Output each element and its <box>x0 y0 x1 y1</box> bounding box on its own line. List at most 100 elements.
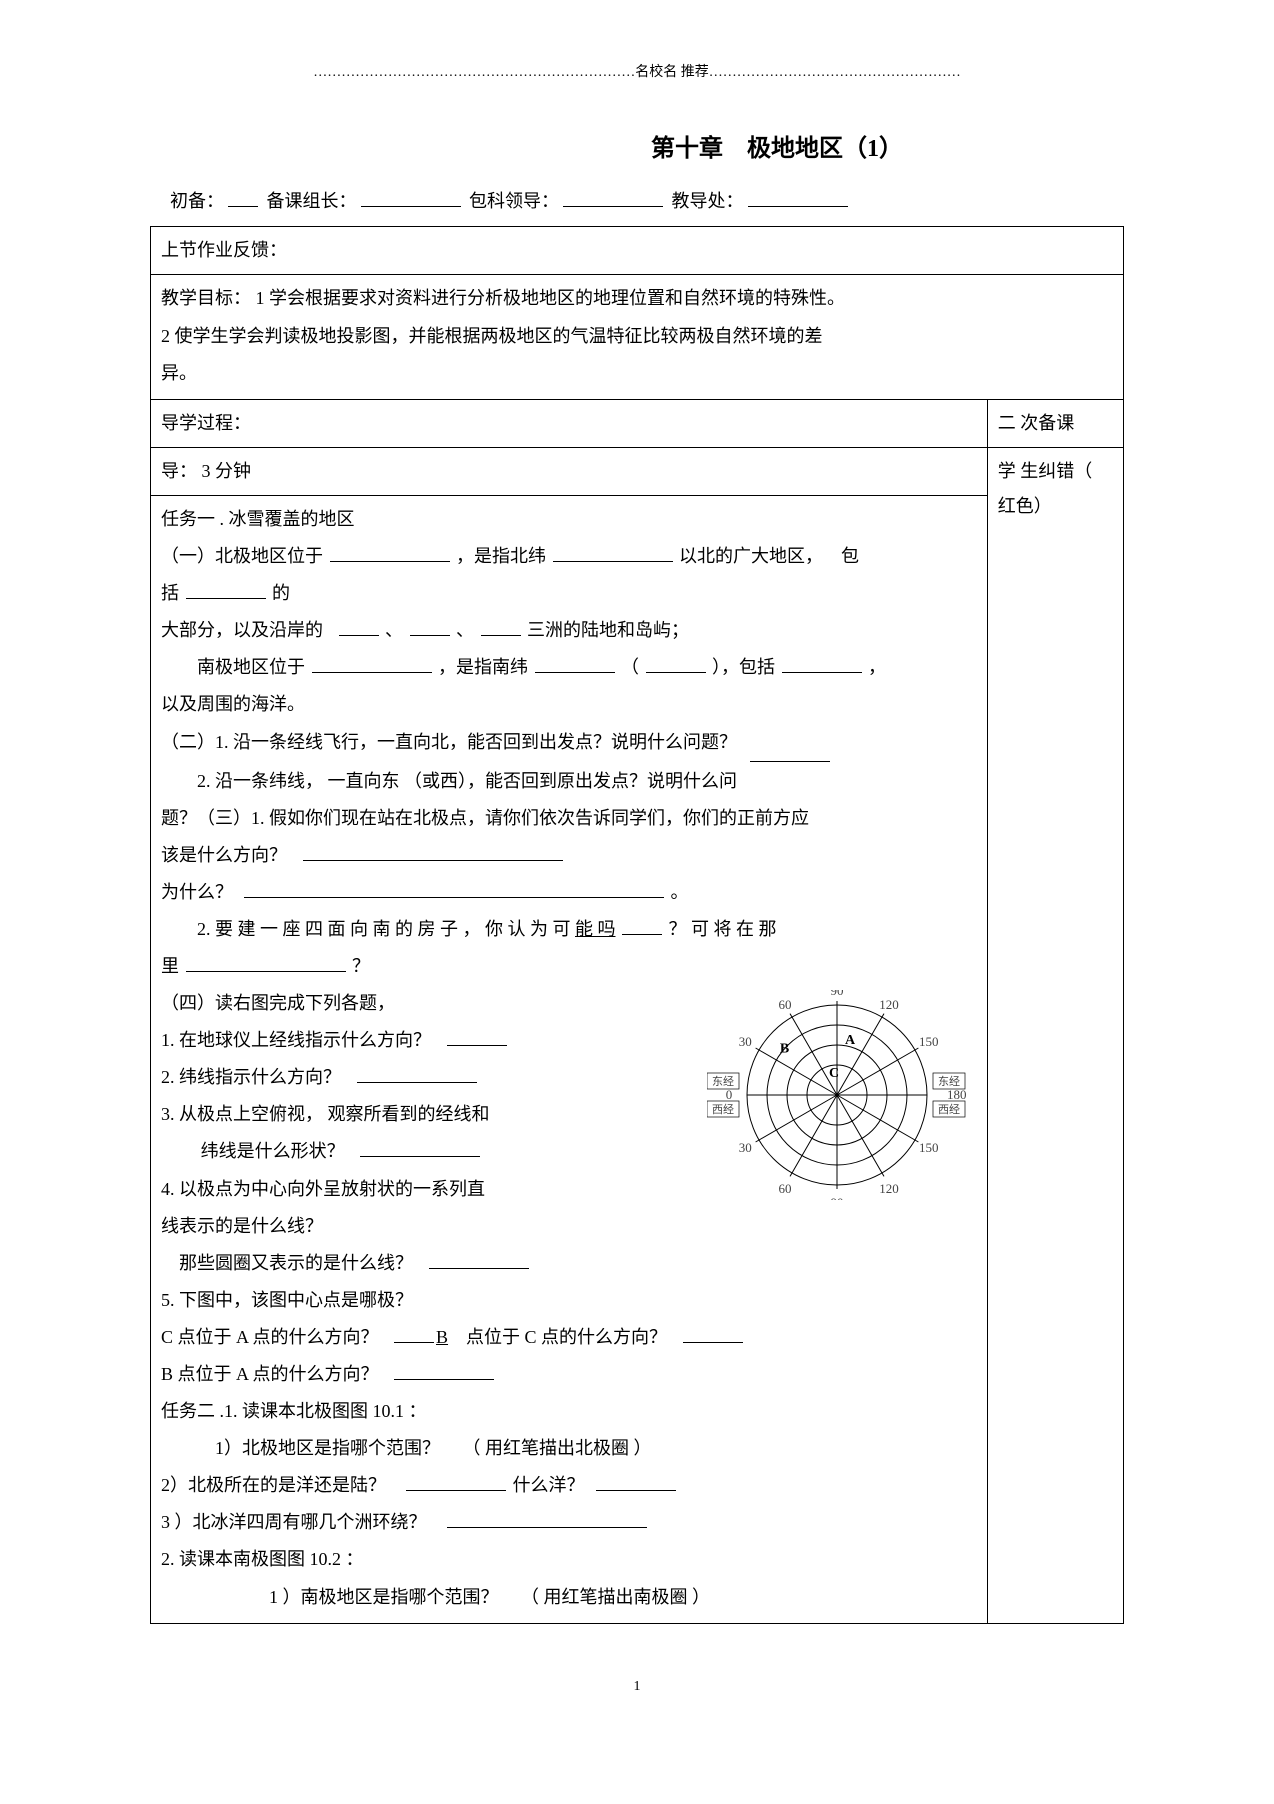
t1-l8a: 为什么？ <box>161 882 233 902</box>
side-col-text: 学 生纠错（ 红色） <box>998 461 1093 516</box>
t1-l7a: 该是什么方向？ <box>161 845 287 865</box>
svg-text:120: 120 <box>879 997 899 1012</box>
tr-q6b: B <box>436 1327 448 1347</box>
svg-text:90: 90 <box>830 990 843 998</box>
blank[interactable] <box>406 1490 506 1491</box>
blank[interactable] <box>596 1490 676 1491</box>
t1-l1d: 包 <box>841 546 859 566</box>
task1-title: 任务一 . 冰雪覆盖的地区 <box>161 502 977 537</box>
blank[interactable] <box>186 971 346 972</box>
svg-text:30: 30 <box>738 1034 751 1049</box>
t2-l2a: 2）北极所在的是洋还是陆？ <box>161 1475 386 1495</box>
t1-l2a: 大部分，以及沿岸的 <box>161 620 323 640</box>
t1-l3a: 南极地区位于 <box>197 657 305 677</box>
blank[interactable] <box>186 598 266 599</box>
feedback-row: 上节作业反馈： <box>151 227 1124 275</box>
tr-q5: 5. 下图中，该图中心点是哪极？ <box>161 1290 413 1310</box>
tr-q7: B 点位于 A 点的什么方向？ <box>161 1364 379 1384</box>
t1-l6a: 2. 沿一条纬线， 一直向东 （或西），能否回到原出发点？说明什么问 <box>197 771 737 791</box>
t1-l1b: ，是指北纬 <box>456 546 546 566</box>
t1-l1e: 括 <box>161 583 179 603</box>
t1-l9b: 能 吗 <box>575 919 616 939</box>
blank[interactable] <box>244 897 664 898</box>
t1-l3e: ， <box>868 657 886 677</box>
blank[interactable] <box>394 1379 494 1380</box>
t2-l5a: 1 ）南极地区是指哪个范围？ <box>269 1587 499 1607</box>
svg-text:西经: 西经 <box>938 1103 960 1116</box>
blank[interactable] <box>782 672 862 673</box>
tr-q6a: C 点位于 A 点的什么方向？ <box>161 1327 379 1347</box>
side-col-cell: 学 生纠错（ 红色） <box>987 447 1123 1623</box>
t2-l1b: （ 用红笔描出北极圈 ） <box>463 1438 652 1458</box>
objectives-row: 教学目标： 1 学会根据要求对资料进行分析极地地区的地理位置和自然环境的特殊性。… <box>151 275 1124 399</box>
t2-l1a: 1）北极地区是指哪个范围？ <box>215 1438 440 1458</box>
side-top-cell: 二 次备课 <box>987 399 1123 447</box>
t1-l6c: 题？（三）1. 假如你们现在站在北极点，请你们依次告诉同学们，你们的正前方应 <box>161 808 809 828</box>
header-dotted-line: ……………………………………………………………名校名 推荐……………………………… <box>150 60 1124 87</box>
blank[interactable] <box>481 635 521 636</box>
objective-1: 1 学会根据要求对资料进行分析极地地区的地理位置和自然环境的特殊性。 <box>256 288 846 308</box>
blank[interactable] <box>447 1045 507 1046</box>
prep-2: 备课组长： <box>267 191 357 211</box>
blank[interactable] <box>330 561 450 562</box>
t1-l2d: 三洲的陆地和岛屿； <box>527 620 689 640</box>
blank[interactable] <box>429 1268 529 1269</box>
feedback-label: 上节作业反馈： <box>161 240 287 260</box>
main-table: 上节作业反馈： 教学目标： 1 学会根据要求对资料进行分析极地地区的地理位置和自… <box>150 226 1124 1623</box>
blank[interactable] <box>303 860 563 861</box>
blank[interactable] <box>360 1156 480 1157</box>
blank[interactable] <box>750 761 830 762</box>
chapter-topic: 极地地区（1） <box>747 136 903 162</box>
side-top: 二 次备课 <box>998 413 1075 433</box>
polar-diagram: 6090120301500180东经西经东经西经301506090120ABC <box>707 990 967 1200</box>
objective-2a: 2 使学生学会判读极地投影图，并能根据两极地区的气温特征比较两极自然环境的差 <box>161 319 1113 354</box>
blank[interactable] <box>410 635 450 636</box>
t1-l3c: （ <box>621 657 639 677</box>
tr-q3b: 纬线是什么形状？ <box>201 1141 345 1161</box>
tr-q6c: 点位于 C 点的什么方向？ <box>466 1327 667 1347</box>
t1-l5: （二）1. 沿一条经线飞行，一直向北，能否回到出发点？说明什么问题？ <box>161 732 737 752</box>
prep-3: 包科领导： <box>469 191 559 211</box>
tr-q2: 2. 纬线指示什么方向？ <box>161 1067 341 1087</box>
svg-text:东经: 东经 <box>712 1075 734 1088</box>
blank[interactable] <box>312 672 432 673</box>
svg-text:120: 120 <box>879 1181 899 1196</box>
svg-text:西经: 西经 <box>712 1103 734 1116</box>
t1-l3d: ），包括 <box>712 657 775 677</box>
blank[interactable] <box>535 672 615 673</box>
t2-l5b: （ 用红笔描出南极圈 ） <box>521 1587 710 1607</box>
blank[interactable] <box>339 635 379 636</box>
prep-line: 初备： 备课组长： 包科领导： 教导处： <box>170 184 1124 218</box>
blank[interactable] <box>553 561 673 562</box>
guide-text: 导： 3 分钟 <box>161 461 251 481</box>
blank[interactable] <box>683 1342 743 1343</box>
blank[interactable] <box>394 1342 434 1343</box>
t1-l1f: 的 <box>272 583 290 603</box>
t1-l9c: ？ 可 将 在 那 <box>669 919 777 939</box>
blank[interactable] <box>646 672 706 673</box>
t1-l8b: 。 <box>671 882 689 902</box>
t2-l2b: 什么洋？ <box>513 1475 585 1495</box>
objective-2b: 异。 <box>161 356 1113 391</box>
tr-q4b: 线表示的是什么线？ <box>161 1216 323 1236</box>
svg-text:C: C <box>829 1066 839 1081</box>
svg-text:东经: 东经 <box>938 1075 960 1088</box>
t1-l3b: ，是指南纬 <box>438 657 528 677</box>
svg-text:B: B <box>780 1042 789 1057</box>
svg-text:150: 150 <box>919 1034 939 1049</box>
blank[interactable] <box>622 934 662 935</box>
t1-l2c: 、 <box>456 620 474 640</box>
prep-4: 教导处： <box>672 191 744 211</box>
guide-cell: 导： 3 分钟 <box>151 447 988 495</box>
svg-text:90: 90 <box>830 1195 843 1200</box>
blank[interactable] <box>447 1527 647 1528</box>
tr-q4a: 4. 以极点为中心向外呈放射状的一系列直 <box>161 1179 485 1199</box>
t1-l1c: 以北的广大地区， <box>679 546 823 566</box>
t1-l1a: （一）北极地区位于 <box>161 546 323 566</box>
prep-1: 初备： <box>170 191 224 211</box>
chapter-title: 第十章 极地地区（1） <box>430 127 1124 173</box>
t1-l10b: ？ <box>352 956 370 976</box>
t2-l4: 2. 读课本南极图图 10.2 ： <box>161 1542 977 1577</box>
blank[interactable] <box>357 1082 477 1083</box>
content-cell: 任务一 . 冰雪覆盖的地区 （一）北极地区位于 ，是指北纬 以北的广大地区， 包… <box>151 495 988 1623</box>
